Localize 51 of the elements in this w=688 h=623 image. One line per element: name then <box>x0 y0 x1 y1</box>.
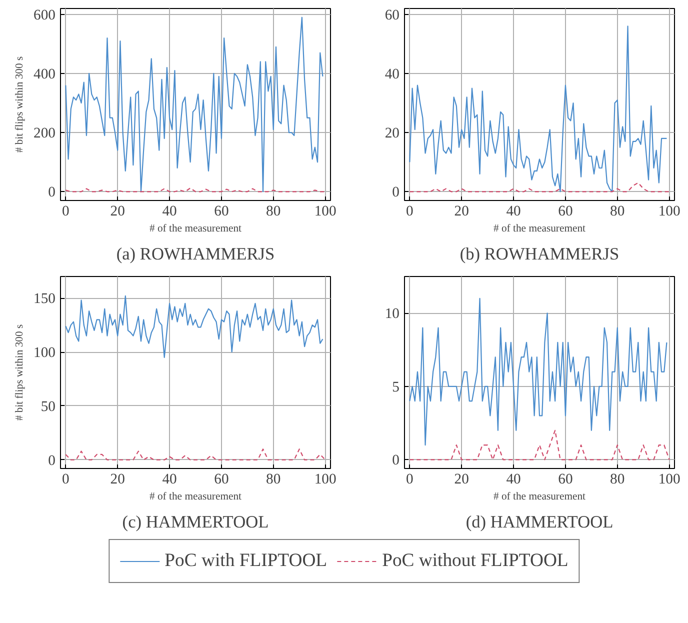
x-axis-title: # of the measurement <box>149 224 242 234</box>
y-tick-label: 150 <box>34 291 56 308</box>
x-tick-label: 100 <box>314 472 336 488</box>
x-tick-label: 80 <box>610 472 625 488</box>
y-tick-label: 50 <box>40 398 56 415</box>
x-tick-label: 20 <box>454 204 469 220</box>
x-tick-label: 40 <box>162 204 177 220</box>
x-tick-label: 100 <box>658 472 680 488</box>
text: (d) HAMMERTOOL <box>466 512 614 532</box>
y-tick-label: 200 <box>34 126 56 142</box>
x-axis-title: # of the measurement <box>493 224 586 234</box>
x-tick-label: 80 <box>266 204 281 220</box>
x-tick-label: 20 <box>110 472 125 488</box>
x-tick-label: 20 <box>454 472 469 488</box>
x-tick-label: 0 <box>406 472 414 488</box>
y-tick-label: 100 <box>34 345 56 362</box>
y-tick-label: 400 <box>34 66 56 82</box>
x-tick-label: 100 <box>314 204 336 220</box>
y-tick-label: 0 <box>392 452 400 469</box>
x-tick-label: 0 <box>406 204 414 220</box>
y-tick-label: 600 <box>34 7 56 24</box>
text: (c) HAMMERTOOL <box>122 512 269 532</box>
text: (a) ROWHAMMERJS <box>116 244 275 264</box>
x-tick-label: 0 <box>62 472 70 488</box>
y-tick-label: 0 <box>392 184 400 201</box>
y-tick-label: 20 <box>384 126 400 142</box>
legend-label: PoC without FLIPTOOL <box>382 550 568 572</box>
x-tick-label: 60 <box>214 204 229 220</box>
x-tick-label: 60 <box>558 204 573 220</box>
y-tick-label: 40 <box>384 66 400 82</box>
y-tick-label: 10 <box>384 306 400 322</box>
x-tick-label: 100 <box>658 204 680 220</box>
x-tick-label: 60 <box>558 472 573 488</box>
legend-label: PoC with FLIPTOOL <box>164 550 328 572</box>
y-tick-label: 5 <box>392 379 400 396</box>
x-tick-label: 40 <box>506 472 521 488</box>
y-tick-label: 0 <box>48 452 56 469</box>
y-axis-title: # bit flips within 300 s <box>14 56 26 153</box>
x-axis-title: # of the measurement <box>493 492 586 502</box>
x-tick-label: 80 <box>610 204 625 220</box>
y-axis-title: # bit flips within 300 s <box>14 324 26 421</box>
x-tick-label: 20 <box>110 204 125 220</box>
x-tick-label: 80 <box>266 472 281 488</box>
y-tick-label: 60 <box>384 7 400 24</box>
x-tick-label: 40 <box>162 472 177 488</box>
y-tick-label: 0 <box>48 184 56 201</box>
x-tick-label: 60 <box>214 472 229 488</box>
text: (b) ROWHAMMERJS <box>460 244 620 264</box>
x-tick-label: 40 <box>506 204 521 220</box>
x-axis-title: # of the measurement <box>149 492 242 502</box>
x-tick-label: 0 <box>62 204 70 220</box>
